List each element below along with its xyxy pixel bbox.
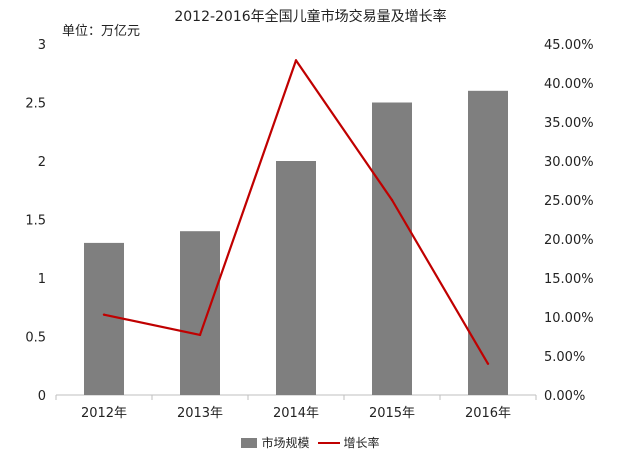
x-tick-label: 2012年: [81, 406, 127, 421]
y-right-tick-label: 25.00%: [544, 194, 594, 209]
legend-item-line: 增长率: [317, 434, 380, 451]
y-right-tick-label: 20.00%: [544, 233, 594, 248]
line-point: [102, 313, 106, 316]
legend-item-bar: 市场规模: [241, 434, 310, 451]
x-tick-label: 2013年: [177, 406, 223, 421]
line-point: [486, 362, 490, 365]
y-left-tick-label: 1.5: [25, 214, 46, 229]
unit-label: 单位：万亿元: [62, 24, 141, 39]
x-tick-label: 2016年: [465, 406, 511, 421]
bar: [180, 231, 220, 395]
chart-title: 2012-2016年全国儿童市场交易量及增长率: [174, 9, 447, 25]
y-right-tick-label: 45.00%: [544, 38, 594, 53]
y-left-tick-label: 1: [38, 272, 46, 287]
bar: [84, 242, 124, 395]
y-right-tick-label: 10.00%: [544, 311, 594, 326]
y-right-tick-label: 0.00%: [544, 389, 585, 404]
line-point: [198, 333, 202, 337]
bar: [468, 90, 508, 396]
bar: [372, 102, 412, 395]
y-right-tick-label: 15.00%: [544, 272, 594, 287]
x-tick-label: 2015年: [369, 406, 415, 421]
y-right-tick-label: 5.00%: [544, 350, 585, 365]
y-left-tick-label: 2: [38, 155, 46, 170]
legend-line-swatch: [317, 441, 340, 444]
legend-bar-swatch: [241, 437, 258, 448]
y-left-tick-label: 0.5: [25, 331, 46, 346]
legend: 市场规模 增长率: [0, 434, 621, 451]
y-right-tick-label: 40.00%: [544, 77, 594, 92]
x-tick-label: 2014年: [273, 406, 319, 421]
line-point: [294, 59, 298, 62]
bar: [276, 161, 316, 395]
y-right-tick-label: 30.00%: [544, 155, 594, 170]
legend-line-label: 增长率: [343, 436, 380, 450]
legend-bar-label: 市场规模: [261, 436, 310, 450]
line-point: [390, 198, 394, 202]
y-left-tick-label: 0: [38, 389, 46, 404]
y-right-tick-label: 35.00%: [544, 116, 594, 131]
y-left-tick-label: 2.5: [25, 97, 46, 112]
y-left-tick-label: 3: [38, 38, 46, 53]
